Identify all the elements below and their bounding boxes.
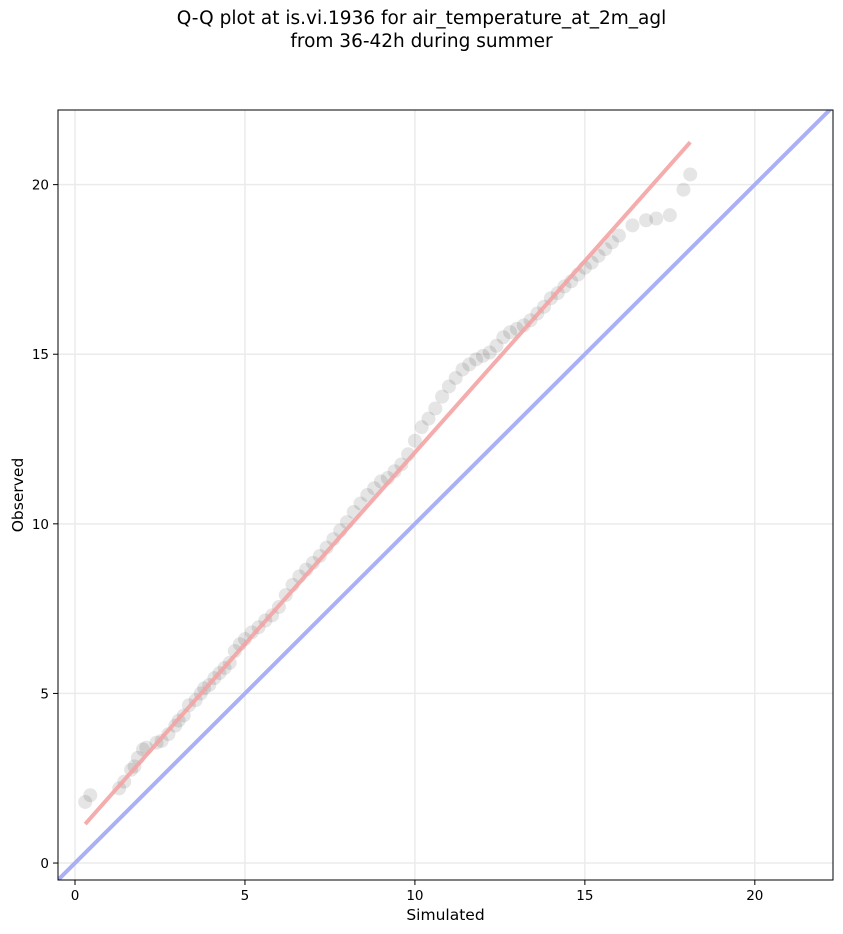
qq-point: [161, 727, 176, 742]
qq-point: [475, 348, 490, 363]
y-tick-label: 0: [40, 856, 49, 872]
qq-point: [611, 228, 626, 243]
qq-point: [387, 464, 402, 479]
y-tick-label: 5: [40, 686, 49, 702]
qq-point: [78, 794, 93, 809]
identity-line-layer: [58, 110, 833, 880]
qq-point: [244, 625, 259, 640]
qq-point: [455, 362, 470, 377]
y-tick-label: 10: [32, 517, 49, 533]
plot-frame: [57, 109, 834, 881]
qq-point: [407, 433, 422, 448]
qq-point: [625, 218, 640, 233]
qq-point: [448, 370, 463, 385]
qq-point: [662, 208, 677, 223]
qq-point: [489, 338, 504, 353]
qq-point: [469, 352, 484, 367]
scatter-points: [78, 167, 698, 809]
x-tick-label: 20: [746, 888, 763, 904]
qq-point: [598, 242, 613, 257]
identity-line: [58, 110, 833, 880]
qq-point: [435, 389, 450, 404]
qq-point: [503, 325, 518, 340]
fit-line: [83, 140, 692, 826]
y-tick-label: 20: [32, 178, 49, 194]
qq-point: [421, 411, 436, 426]
qq-point: [639, 213, 654, 228]
y-tick-label: 15: [32, 347, 49, 363]
y-axis-label: Observed: [9, 458, 27, 533]
x-tick-label: 10: [406, 888, 423, 904]
qq-point: [441, 379, 456, 394]
chart-title-line-1: Q-Q plot at is.vi.1936 for air_temperatu…: [176, 8, 667, 29]
x-tick-label: 5: [241, 888, 250, 904]
qq-point: [360, 488, 375, 502]
qq-point: [482, 345, 497, 360]
qq-point: [496, 330, 511, 345]
axis-ticks: 0 5 10 15 20 0 5 10 15 20: [32, 178, 764, 904]
qq-point: [649, 211, 664, 226]
qq-point: [312, 549, 327, 564]
qq-point: [462, 357, 477, 372]
fit-line-layer: [83, 140, 692, 826]
qq-point: [605, 235, 620, 250]
x-tick-label: 0: [71, 888, 80, 904]
grid-lines: [58, 110, 833, 880]
chart-title-line-2: from 36-42h during summer: [290, 31, 553, 52]
qq-point: [83, 788, 98, 803]
x-axis-label: Simulated: [406, 906, 484, 924]
qq-point: [428, 401, 443, 416]
qq-point: [414, 420, 429, 435]
qq-point: [683, 167, 698, 182]
qq-point: [676, 182, 691, 197]
x-tick-label: 15: [576, 888, 593, 904]
